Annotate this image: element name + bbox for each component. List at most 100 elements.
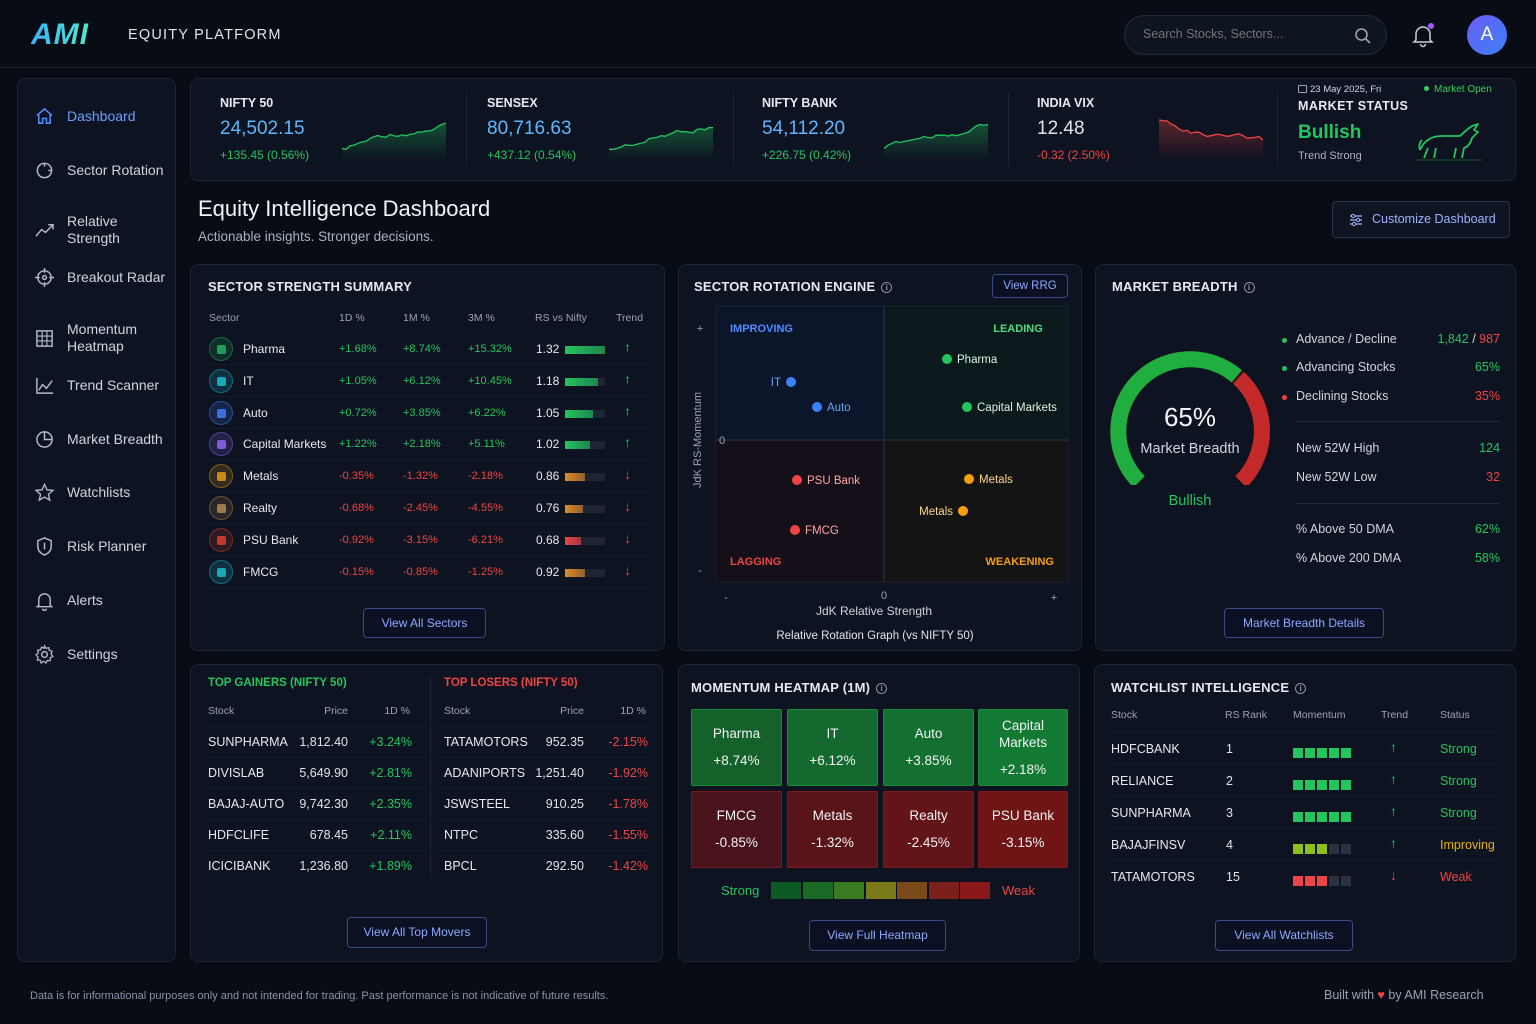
market-breadth-details-button[interactable]: Market Breadth Details [1224,608,1384,638]
sector-row-metals[interactable]: Metals -0.35% -1.32% -2.18% 0.86 ↓ [205,460,649,493]
watchlist-row[interactable]: TATAMOTORS 15 ↓ Weak [1107,860,1500,892]
heatmap-cell-metals[interactable]: Metals -1.32% [787,791,878,868]
gainer-row[interactable]: DIVISLAB 5,649.90 +2.81% [204,757,426,788]
ticker-change: +135.45 (0.56%) [220,148,310,162]
sector-d1-change: -0.15% [339,565,374,578]
info-icon[interactable]: i [881,282,893,293]
sector-row-it[interactable]: IT +1.05% +6.12% +10.45% 1.18 ↑ [205,365,649,397]
heatmap-cell-pharma[interactable]: Pharma +8.74% [691,709,782,786]
sector-rs-bar-fill [565,505,583,513]
ticker-nifty-50[interactable]: NIFTY 50 24,502.15 +135.45 (0.56%) [220,94,455,169]
sidebar-item-relative-strength[interactable]: Relative Strength [34,213,174,247]
customize-dashboard-button[interactable]: Customize Dashboard [1332,201,1510,238]
sidebar-item-settings[interactable]: Settings [34,644,174,665]
sidebar-item-breakout-radar[interactable]: Breakout Radar [34,267,174,288]
ticker-change: -0.32 (2.50%) [1037,148,1110,162]
mover-change: -1.55% [608,828,648,842]
heatmap-cell-fmcg[interactable]: FMCG -0.85% [691,791,782,868]
sidebar-item-momentum-heatmap[interactable]: Momentum Heatmap [34,321,174,355]
sidebar-item-risk-planner[interactable]: Risk Planner [34,536,174,557]
avatar[interactable]: A [1467,15,1507,55]
app-logo[interactable]: AMI [31,18,89,51]
mover-stock: BAJAJ-AUTO [208,797,285,811]
view-all-sectors-button[interactable]: View All Sectors [363,608,486,638]
heatmap-title: MOMENTUM HEATMAP (1M) [691,680,871,695]
sector-icon-glyph [217,440,226,450]
gear-icon [34,644,54,665]
gauge-label: Market Breadth [1140,441,1240,457]
info-icon[interactable]: i [876,683,888,694]
info-icon[interactable]: i [1295,683,1307,694]
sector-rs-bar-fill [565,409,593,418]
view-all-top-movers-button[interactable]: View All Top Movers [347,917,487,948]
sidebar-item-trend-scanner[interactable]: Trend Scanner [34,375,174,396]
gauge-fill-positive [1110,351,1242,485]
bell-notification-icon[interactable] [1410,22,1436,48]
heatmap-cell-it[interactable]: IT +6.12% [787,709,878,786]
gainer-row[interactable]: BAJAJ-AUTO 9,742.30 +2.35% [204,788,426,819]
sector-row-capital-markets[interactable]: Capital Markets +1.22% +2.18% +5.11% 1.02 ↑ [205,428,649,461]
sidebar-item-market-breadth[interactable]: Market Breadth [34,429,174,450]
rrg-point-metals[interactable] [964,474,974,484]
sector-row-auto[interactable]: Auto +0.72% +3.85% +6.22% 1.05 ↑ [205,397,649,429]
view-all-watchlists-button[interactable]: View All Watchlists [1215,920,1353,951]
sector-row-fmcg[interactable]: FMCG -0.15% -0.85% -1.25% 0.92 ↓ [205,556,649,588]
sector-row-psu-bank[interactable]: PSU Bank -0.92% -3.15% -6.21% 0.68 ↓ [205,524,649,556]
watchlist-row[interactable]: SUNPHARMA 3 ↑ Strong [1107,796,1500,828]
search-box[interactable] [1124,15,1387,55]
sidebar-item-alerts[interactable]: Alerts [34,590,174,611]
view-rrg-button[interactable]: View RRG [992,274,1068,298]
watchlist-rank: 1 [1226,742,1233,756]
rrg-point-pharma[interactable] [942,354,952,364]
watchlist-row[interactable]: BAJAJFINSV 4 ↑ Improving [1107,828,1500,860]
loser-row[interactable]: TATAMOTORS 952.35 -2.15% [440,726,652,757]
heatmap-cell-psu-bank[interactable]: PSU Bank -3.15% [978,791,1068,868]
heatmap-cell-auto[interactable]: Auto +3.85% [883,709,974,786]
rrg-point-capital-markets[interactable] [962,402,972,412]
ticker-india-vix[interactable]: INDIA VIX 12.48 -0.32 (2.50%) [1037,94,1272,169]
ticker-sensex[interactable]: SENSEX 80,716.63 +437.12 (0.54%) [487,94,722,169]
footer-built-with: Built with [1324,988,1375,1002]
sidebar-item-watchlists[interactable]: Watchlists [34,482,174,503]
watchlist-row[interactable]: HDFCBANK 1 ↑ Strong [1107,732,1500,764]
ticker-change: +226.75 (0.42%) [762,148,852,162]
gainer-row[interactable]: ICICIBANK 1,236.80 +1.89% [204,850,426,881]
search-input[interactable] [1143,27,1343,41]
breadth-dma-value: 58% [1474,551,1500,565]
loser-row[interactable]: JSWSTEEL 910.25 -1.78% [440,788,652,819]
momentum-bar-segment [1305,747,1315,758]
watchlist-row[interactable]: RELIANCE 2 ↑ Strong [1107,764,1500,796]
ticker-sparkline [342,122,446,160]
sector-rs-value: 1.32 [536,342,560,356]
rrg-point-fmcg[interactable] [790,525,800,535]
sector-row-realty[interactable]: Realty -0.68% -2.45% -4.55% 0.76 ↓ [205,492,649,524]
gainer-row[interactable]: HDFCLIFE 678.45 +2.11% [204,819,426,850]
arrow-up-icon: ↑ [1390,771,1397,787]
rrg-point-psu-bank[interactable] [792,475,802,485]
heatmap-cell-capital-markets[interactable]: Capital Markets +2.18% [978,709,1068,786]
rrg-point-it[interactable] [786,377,796,387]
ticker-nifty-bank[interactable]: NIFTY BANK 54,112.20 +226.75 (0.42%) [762,94,997,169]
momentum-bar-segment [1317,843,1327,854]
sector-rs-value: 0.86 [536,469,560,484]
rrg-point-auto[interactable] [812,402,822,412]
breadth-divider [1296,421,1500,422]
breadth-52w-label: New 52W Low [1296,470,1377,484]
rrg-point-metals[interactable] [958,506,968,516]
loser-row[interactable]: ADANIPORTS 1,251.40 -1.92% [440,757,652,788]
arrow-down-icon: ↓ [624,466,631,483]
momentum-bars [1293,872,1353,890]
gainer-row[interactable]: SUNPHARMA 1,812.40 +3.24% [204,726,426,757]
view-full-heatmap-button[interactable]: View Full Heatmap [809,920,946,951]
heatmap-cell-realty[interactable]: Realty -2.45% [883,791,974,868]
search-icon[interactable] [1354,27,1372,45]
gauge-fill-negative [1233,372,1270,485]
header-divider [0,67,1536,68]
sector-row-pharma[interactable]: Pharma +1.68% +8.74% +15.32% 1.32 ↑ [205,333,649,365]
loser-row[interactable]: NTPC 335.60 -1.55% [440,819,652,850]
sector-rs-value: 0.92 [536,564,560,579]
info-icon[interactable]: i [1243,282,1255,293]
sidebar-item-dashboard[interactable]: Dashboard [34,106,174,127]
loser-row[interactable]: BPCL 292.50 -1.42% [440,850,652,881]
sidebar-item-sector-rotation[interactable]: Sector Rotation [34,160,174,181]
